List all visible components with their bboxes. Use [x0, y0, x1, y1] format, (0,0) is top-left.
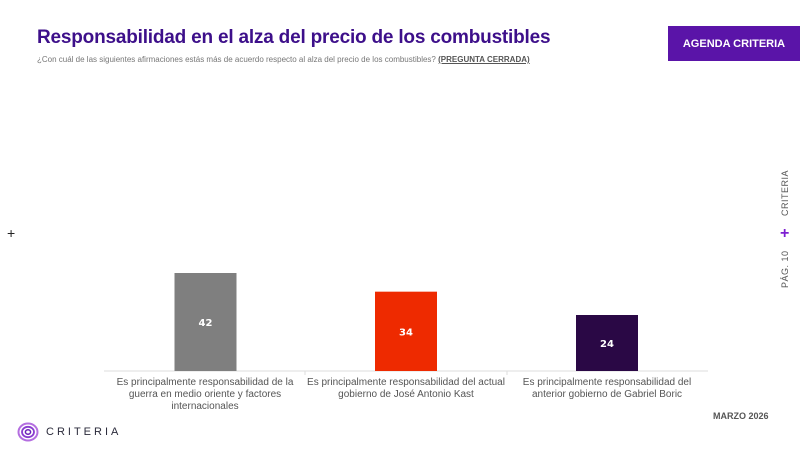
- logo-text: CRITERIA: [46, 426, 122, 438]
- bar-value-label: 24: [600, 339, 614, 350]
- criteria-logo: CRITERIA: [17, 422, 121, 442]
- plus-icon: +: [7, 225, 16, 241]
- criteria-logo-icon: [17, 422, 39, 442]
- bar-value-label: 34: [399, 327, 413, 338]
- report-date: MARZO 2026: [713, 411, 769, 421]
- category-label: Es principalmente responsabilidad del an…: [522, 377, 692, 400]
- bar: [576, 315, 638, 371]
- side-rail: CRITERIA + PÁG. 10: [768, 160, 800, 300]
- bar-value-label: 42: [199, 318, 213, 329]
- agenda-criteria-badge: AGENDA CRITERIA: [668, 26, 800, 61]
- question-tag: (PREGUNTA CERRADA): [438, 55, 530, 64]
- question-body: ¿Con cuál de las siguientes afirmaciones…: [37, 55, 436, 64]
- page-title: Responsabilidad en el alza del precio de…: [37, 27, 551, 48]
- category-label: Es principalmente responsabilidad de la …: [116, 377, 294, 412]
- bar: [375, 291, 437, 371]
- category-label: Es principalmente responsabilidad del ac…: [307, 377, 505, 400]
- question-text: ¿Con cuál de las siguientes afirmaciones…: [37, 55, 567, 64]
- bar: [174, 273, 237, 371]
- plus-accent-icon: +: [780, 225, 790, 242]
